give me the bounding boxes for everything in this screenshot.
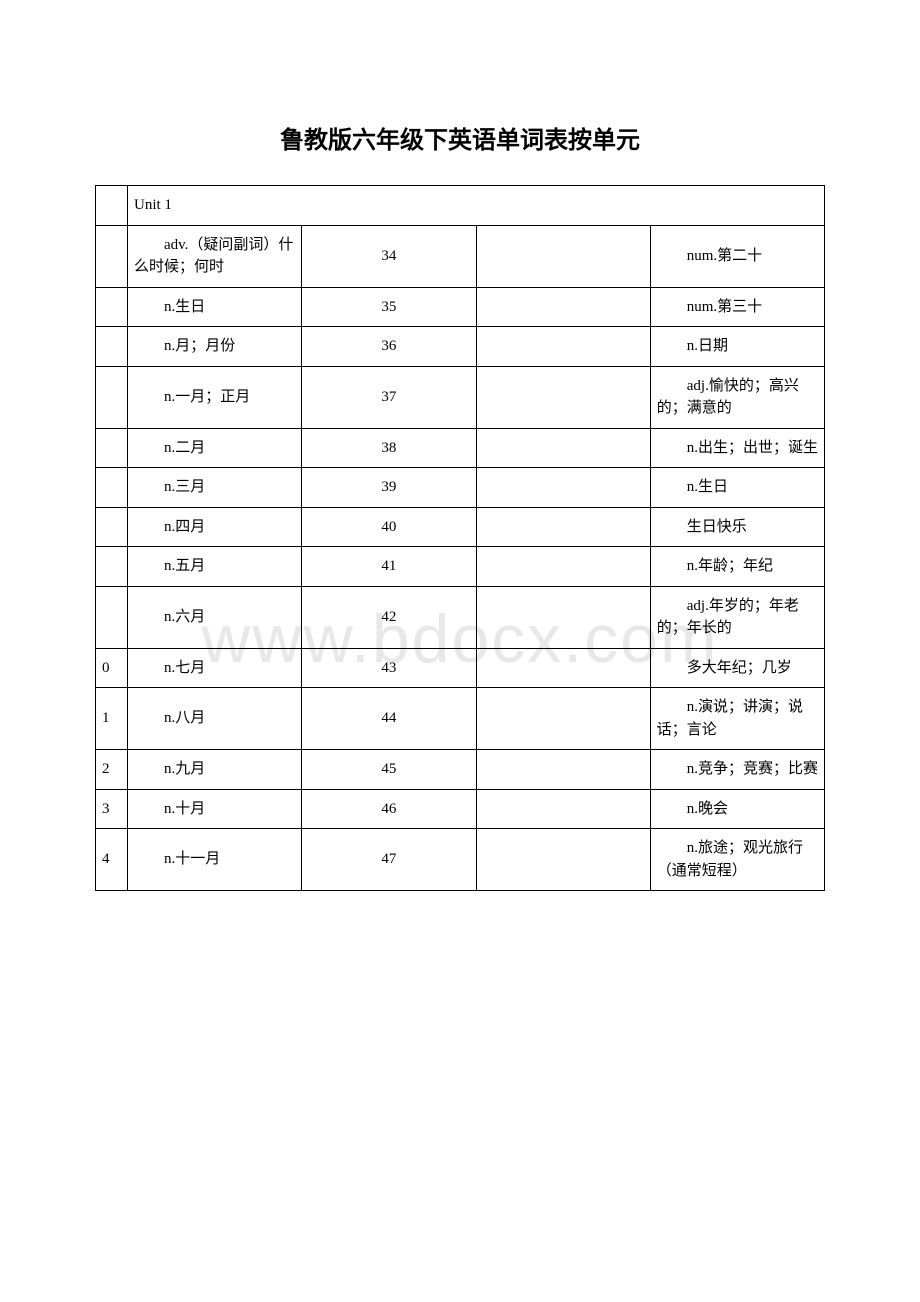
- row-definition-left: n.六月: [128, 586, 302, 648]
- row-definition-right: num.第二十: [650, 225, 824, 287]
- row-definition-left: n.三月: [128, 468, 302, 508]
- row-index: 3: [96, 789, 128, 829]
- row-spacer: [476, 366, 650, 428]
- row-definition-right: n.日期: [650, 327, 824, 367]
- row-index: [96, 366, 128, 428]
- row-spacer: [476, 789, 650, 829]
- row-definition-right: num.第三十: [650, 287, 824, 327]
- table-row: n.一月；正月 37 adj.愉快的；高兴的；满意的: [96, 366, 825, 428]
- row-definition-left: n.十月: [128, 789, 302, 829]
- row-spacer: [476, 586, 650, 648]
- row-spacer: [476, 468, 650, 508]
- row-spacer: [476, 287, 650, 327]
- row-number: 36: [302, 327, 476, 367]
- header-cell-blank: [96, 186, 128, 226]
- table-row: n.三月 39 n.生日: [96, 468, 825, 508]
- row-definition-right: 多大年纪；几岁: [650, 648, 824, 688]
- row-number: 35: [302, 287, 476, 327]
- row-spacer: [476, 829, 650, 891]
- row-number: 34: [302, 225, 476, 287]
- row-definition-right: n.出生；出世；诞生: [650, 428, 824, 468]
- row-number: 41: [302, 547, 476, 587]
- row-index: [96, 507, 128, 547]
- row-number: 38: [302, 428, 476, 468]
- row-number: 39: [302, 468, 476, 508]
- table-row: 3 n.十月 46 n.晚会: [96, 789, 825, 829]
- row-number: 47: [302, 829, 476, 891]
- row-number: 46: [302, 789, 476, 829]
- table-row: n.四月 40 生日快乐: [96, 507, 825, 547]
- table-row: n.生日 35 num.第三十: [96, 287, 825, 327]
- row-definition-left: n.二月: [128, 428, 302, 468]
- row-index: [96, 428, 128, 468]
- row-definition-left: n.十一月: [128, 829, 302, 891]
- row-definition-left: n.九月: [128, 750, 302, 790]
- vocabulary-table: Unit 1 adv.（疑问副词）什么时候；何时 34 num.第二十 n.生日…: [95, 185, 825, 891]
- row-definition-right: n.竞争；竞赛；比赛: [650, 750, 824, 790]
- row-definition-left: adv.（疑问副词）什么时候；何时: [128, 225, 302, 287]
- row-index: 0: [96, 648, 128, 688]
- table-row: n.月；月份 36 n.日期: [96, 327, 825, 367]
- row-index: 1: [96, 688, 128, 750]
- row-definition-left: n.月；月份: [128, 327, 302, 367]
- row-definition-right: adj.年岁的；年老的；年长的: [650, 586, 824, 648]
- table-row: adv.（疑问副词）什么时候；何时 34 num.第二十: [96, 225, 825, 287]
- row-definition-right: n.晚会: [650, 789, 824, 829]
- row-spacer: [476, 327, 650, 367]
- table-row: 2 n.九月 45 n.竞争；竞赛；比赛: [96, 750, 825, 790]
- row-definition-left: n.四月: [128, 507, 302, 547]
- row-index: [96, 287, 128, 327]
- row-index: 2: [96, 750, 128, 790]
- row-index: [96, 586, 128, 648]
- row-spacer: [476, 648, 650, 688]
- row-spacer: [476, 225, 650, 287]
- row-definition-left: n.八月: [128, 688, 302, 750]
- row-index: [96, 327, 128, 367]
- table-row: 0 n.七月 43 多大年纪；几岁: [96, 648, 825, 688]
- row-spacer: [476, 428, 650, 468]
- row-definition-right: adj.愉快的；高兴的；满意的: [650, 366, 824, 428]
- row-spacer: [476, 507, 650, 547]
- content-wrapper: 鲁教版六年级下英语单词表按单元 Unit 1 adv.（疑问副词）什么时候；何时…: [95, 120, 825, 891]
- row-definition-right: n.演说；讲演；说话；言论: [650, 688, 824, 750]
- row-number: 42: [302, 586, 476, 648]
- row-definition-left: n.五月: [128, 547, 302, 587]
- table-row: 4 n.十一月 47 n.旅途；观光旅行（通常短程）: [96, 829, 825, 891]
- row-number: 40: [302, 507, 476, 547]
- row-definition-left: n.一月；正月: [128, 366, 302, 428]
- unit-header-cell: Unit 1: [128, 186, 825, 226]
- row-number: 37: [302, 366, 476, 428]
- row-definition-right: n.旅途；观光旅行（通常短程）: [650, 829, 824, 891]
- row-definition-right: n.年龄；年纪: [650, 547, 824, 587]
- row-index: [96, 547, 128, 587]
- table-row: n.六月 42 adj.年岁的；年老的；年长的: [96, 586, 825, 648]
- page-title: 鲁教版六年级下英语单词表按单元: [95, 120, 825, 155]
- row-definition-left: n.七月: [128, 648, 302, 688]
- table-row: 1 n.八月 44 n.演说；讲演；说话；言论: [96, 688, 825, 750]
- table-row: n.二月 38 n.出生；出世；诞生: [96, 428, 825, 468]
- row-number: 45: [302, 750, 476, 790]
- row-index: [96, 225, 128, 287]
- row-spacer: [476, 750, 650, 790]
- row-spacer: [476, 547, 650, 587]
- row-number: 44: [302, 688, 476, 750]
- row-definition-right: 生日快乐: [650, 507, 824, 547]
- row-index: 4: [96, 829, 128, 891]
- row-index: [96, 468, 128, 508]
- row-definition-right: n.生日: [650, 468, 824, 508]
- table-row: n.五月 41 n.年龄；年纪: [96, 547, 825, 587]
- row-definition-left: n.生日: [128, 287, 302, 327]
- unit-header-row: Unit 1: [96, 186, 825, 226]
- row-spacer: [476, 688, 650, 750]
- row-number: 43: [302, 648, 476, 688]
